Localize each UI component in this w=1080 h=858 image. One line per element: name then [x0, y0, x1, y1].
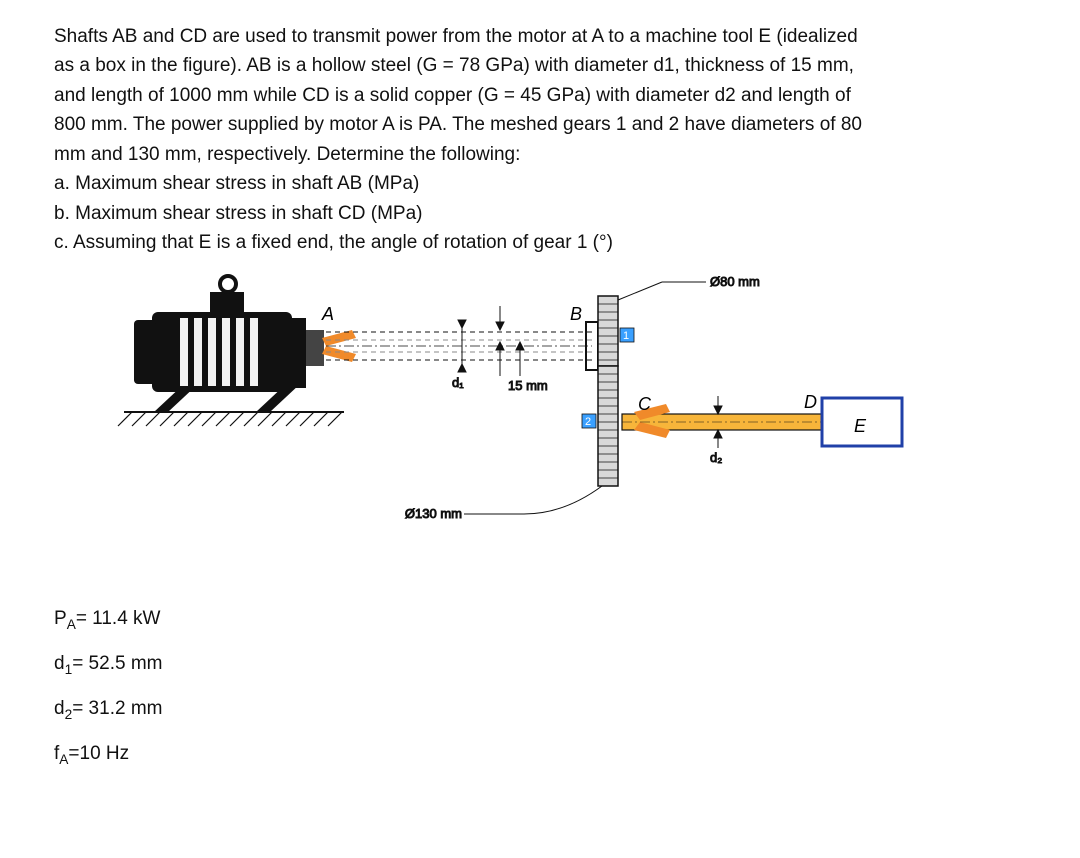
ground-hatching — [118, 412, 344, 426]
gear-num-1: 1 — [623, 330, 629, 342]
svg-text:d₂: d₂ — [710, 450, 722, 465]
leader-80: Ø80 mm — [618, 274, 760, 300]
dim-15mm: 15 mm — [496, 342, 548, 393]
question-c: c. Assuming that E is a fixed end, the a… — [54, 228, 1026, 257]
label-b: B — [570, 304, 582, 324]
motor — [134, 276, 356, 412]
label-d: D — [804, 392, 817, 412]
figure: d₁ 15 mm 1 — [94, 264, 914, 544]
line-2: as a box in the figure). AB is a hollow … — [54, 51, 1026, 80]
shaft-cd — [622, 404, 822, 438]
problem-statement: Shafts AB and CD are used to transmit po… — [54, 22, 1026, 258]
label-a: A — [321, 304, 334, 324]
label-130: Ø130 mm — [405, 506, 462, 521]
svg-text:d₁: d₁ — [452, 375, 464, 390]
question-a: a. Maximum shear stress in shaft AB (MPa… — [54, 169, 1026, 198]
label-80: Ø80 mm — [710, 274, 760, 289]
leader-130: Ø130 mm — [405, 486, 602, 521]
gear-num-2: 2 — [585, 416, 591, 428]
figure-svg: d₁ 15 mm 1 — [94, 264, 914, 544]
given-pa: PA= 11.4 kW — [54, 604, 1026, 635]
given-d2: d2= 31.2 mm — [54, 694, 1026, 725]
label-15mm: 15 mm — [508, 378, 548, 393]
line-1: Shafts AB and CD are used to transmit po… — [54, 22, 1026, 51]
dim-d1: d₁ — [452, 320, 466, 390]
shaft-ab — [326, 332, 592, 360]
box-e: E — [822, 398, 902, 446]
gear-column: 1 2 — [582, 296, 634, 486]
given-values: PA= 11.4 kW d1= 52.5 mm d2= 31.2 mm fA=1… — [54, 604, 1026, 770]
line-5: mm and 130 mm, respectively. Determine t… — [54, 140, 1026, 169]
line-3: and length of 1000 mm while CD is a soli… — [54, 81, 1026, 110]
label-e: E — [854, 416, 867, 436]
given-d1: d1= 52.5 mm — [54, 649, 1026, 680]
line-4: 800 mm. The power supplied by motor A is… — [54, 110, 1026, 139]
question-b: b. Maximum shear stress in shaft CD (MPa… — [54, 199, 1026, 228]
label-c: C — [638, 394, 652, 414]
dim-outer — [496, 306, 504, 330]
given-fa: fA=10 Hz — [54, 739, 1026, 770]
